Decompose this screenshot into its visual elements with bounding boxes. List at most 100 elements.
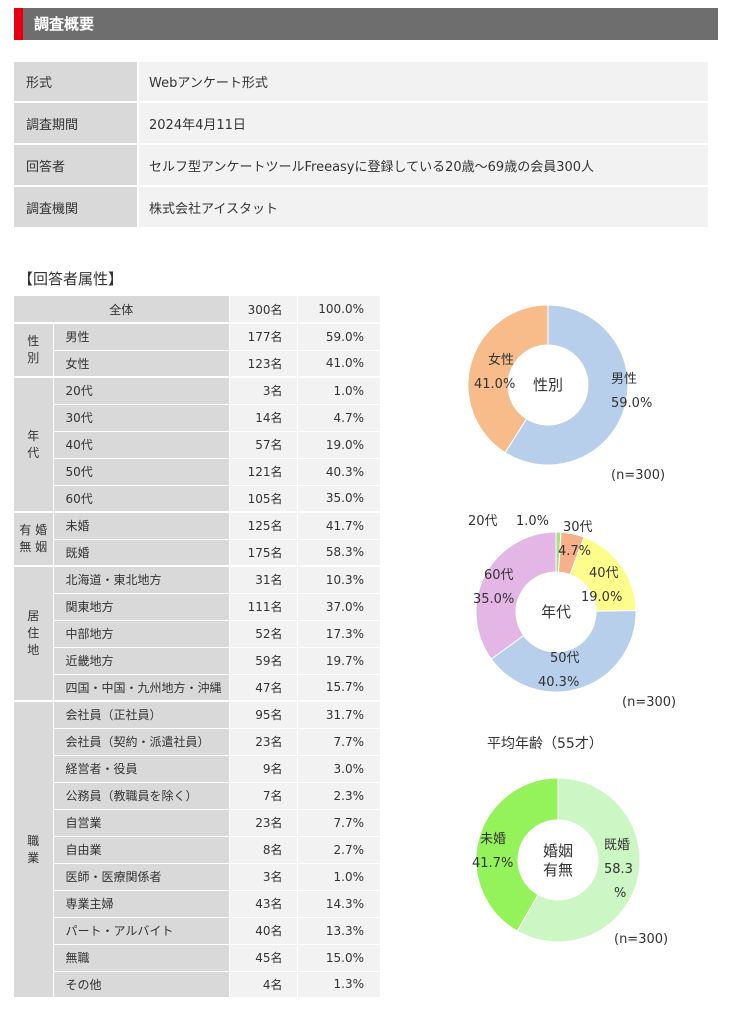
item-label: 男性 (53, 323, 230, 351)
item-label: 30代 (53, 404, 230, 432)
item-label: その他 (53, 971, 230, 999)
donut-center-label: 婚姻 (543, 842, 573, 860)
item-count: 123名 (229, 350, 298, 378)
table-row: 60代 105名 35.0% (14, 485, 380, 513)
marital-n-label: (n=300) (614, 932, 669, 947)
item-label: 経営者・役員 (53, 755, 230, 783)
item-percent: 14.3% (297, 890, 380, 918)
item-label: 自営業 (53, 809, 230, 837)
item-percent: 10.3% (297, 566, 380, 594)
table-row: 近畿地方 59名 19.7% (14, 647, 380, 675)
slice-value: % (614, 886, 626, 901)
table-row: 会社員（契約・派遣社員） 23名 7.7% (14, 728, 380, 756)
total-count: 300名 (229, 296, 298, 324)
table-row: 40代 57名 19.0% (14, 431, 380, 459)
category-label-line: 別 (27, 351, 40, 365)
table-row: 既婚 175名 58.3% (14, 539, 380, 567)
item-label: 50代 (53, 458, 230, 486)
slice-label: 既婚 (604, 838, 630, 853)
table-row: パート・アルバイト 40名 13.3% (14, 917, 380, 945)
item-count: 40名 (229, 917, 298, 945)
table-row: 居住地北海道・東北地方 31名 10.3% (14, 566, 380, 702)
table-row: 有 婚無 姻未婚 125名 41.7% (14, 512, 380, 567)
item-label: パート・アルバイト (53, 917, 230, 945)
attributes-title: 【回答者属性】 (18, 270, 124, 288)
category-label-line: 無 姻 (19, 540, 48, 554)
overview-value: Webアンケート形式 (138, 62, 708, 103)
table-row: 女性 123名 41.0% (14, 350, 380, 378)
category-label-line: 居 (27, 609, 40, 623)
item-percent: 40.3% (297, 458, 380, 486)
slice-value: 41.0% (474, 377, 515, 392)
table-row: 関東地方 111名 37.0% (14, 593, 380, 621)
slice-value: 58.3 (604, 862, 633, 877)
item-count: 23名 (229, 809, 298, 837)
overview-value: 株式会社アイスタット (138, 186, 708, 229)
donut-slice (516, 777, 641, 943)
slice-label: 未婚 (480, 832, 506, 847)
donut-center-label: 性別 (533, 376, 563, 394)
slice-value: 4.7% (558, 544, 591, 559)
item-percent: 4.7% (297, 404, 380, 432)
slice-value: 1.0% (516, 514, 549, 529)
item-label: 医師・医療関係者 (53, 863, 230, 891)
slice-label: 女性 (488, 352, 514, 368)
slice-label: 30代 (563, 520, 593, 535)
item-percent: 2.3% (297, 782, 380, 810)
item-percent: 58.3% (297, 539, 380, 567)
donut-slice (490, 609, 637, 693)
donut-center-label: 有無 (543, 861, 573, 879)
slice-value: 41.7% (472, 856, 513, 871)
item-count: 3名 (229, 377, 298, 405)
item-percent: 19.0% (297, 431, 380, 459)
slice-value: 19.0% (581, 590, 622, 605)
item-label: 四国・中国・九州地方・沖縄 (53, 674, 230, 702)
item-count: 4名 (229, 971, 298, 999)
header-accent-bar (14, 8, 23, 40)
item-count: 47名 (229, 674, 298, 702)
table-row: 医師・医療関係者 3名 1.0% (14, 863, 380, 891)
category-label: 年代 (14, 377, 54, 513)
item-count: 57名 (229, 431, 298, 459)
item-percent: 3.0% (297, 755, 380, 783)
item-label: 公務員（教職員を除く） (53, 782, 230, 810)
item-percent: 37.0% (297, 593, 380, 621)
item-count: 7名 (229, 782, 298, 810)
overview-label: 調査機関 (14, 186, 139, 229)
item-count: 59名 (229, 647, 298, 675)
category-label: 有 婚無 姻 (14, 512, 54, 567)
item-count: 14名 (229, 404, 298, 432)
item-label: 近畿地方 (53, 647, 230, 675)
age-donut-chart: 年代 20代 1.0% 30代 4.7% 40代 19.0% 50代 40.3% 60代 35.0% (468, 514, 637, 693)
category-label-line: 年 (27, 428, 40, 443)
item-count: 45名 (229, 944, 298, 972)
item-count: 23名 (229, 728, 298, 756)
item-percent: 7.7% (297, 728, 380, 756)
donut-slice (504, 304, 629, 466)
slice-value: 35.0% (473, 592, 514, 607)
overview-row: 形式 Webアンケート形式 (14, 62, 708, 103)
overview-label: 調査期間 (14, 102, 139, 145)
slice-label: 20代 (468, 514, 498, 529)
item-count: 175名 (229, 539, 298, 567)
item-count: 177名 (229, 323, 298, 351)
item-label: 20代 (53, 377, 230, 405)
table-row: 無職 45名 15.0% (14, 944, 380, 972)
item-label: 会社員（正社員） (53, 701, 230, 729)
item-count: 9名 (229, 755, 298, 783)
slice-label: 50代 (550, 651, 580, 666)
category-label-line: 住 (27, 626, 40, 640)
respondent-attributes-table: 全体 300名 100.0% 性別男性 177名 59.0% 女性 123名 41.0% 年代 20… (14, 296, 380, 999)
total-row: 全体 300名 100.0% (14, 296, 380, 324)
item-count: 3名 (229, 863, 298, 891)
overview-value: 2024年4月11日 (138, 102, 708, 145)
item-percent: 15.0% (297, 944, 380, 972)
overview-row: 調査機関 株式会社アイスタット (14, 186, 708, 229)
category-label-line: 地 (27, 643, 40, 657)
item-count: 43名 (229, 890, 298, 918)
donut-center-label: 年代 (541, 603, 571, 621)
item-percent: 15.7% (297, 674, 380, 702)
slice-label: 40代 (589, 566, 619, 581)
section-title: 調査概要 (34, 15, 95, 33)
table-row: 公務員（教職員を除く） 7名 2.3% (14, 782, 380, 810)
